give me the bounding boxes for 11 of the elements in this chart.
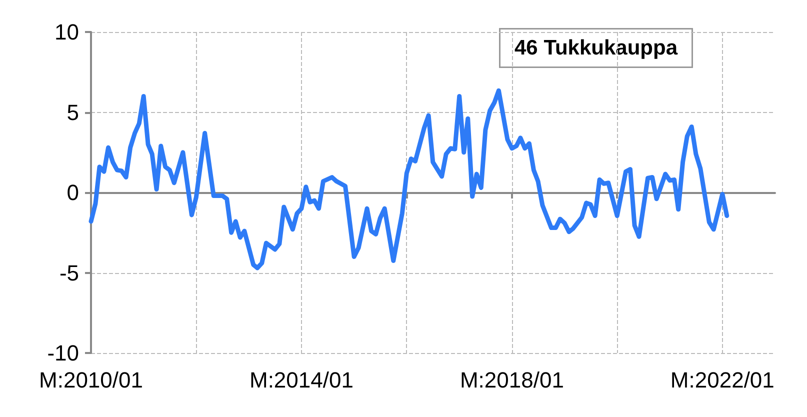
y-tick-label: -5 <box>59 260 79 286</box>
chart-title: 46 Tukkukauppa <box>514 36 678 60</box>
x-tick-label: M:2010/01 <box>39 368 143 392</box>
x-tick-label: M:2018/01 <box>460 368 564 392</box>
x-tick-label: M:2022/01 <box>670 368 774 392</box>
y-tick-label: -10 <box>47 340 79 366</box>
y-tick-label: 0 <box>66 180 79 205</box>
line-series <box>88 88 730 270</box>
y-tick-label: 5 <box>66 100 79 125</box>
x-tick-label: M:2014/01 <box>249 368 354 392</box>
y-tick-label: 10 <box>54 20 79 44</box>
